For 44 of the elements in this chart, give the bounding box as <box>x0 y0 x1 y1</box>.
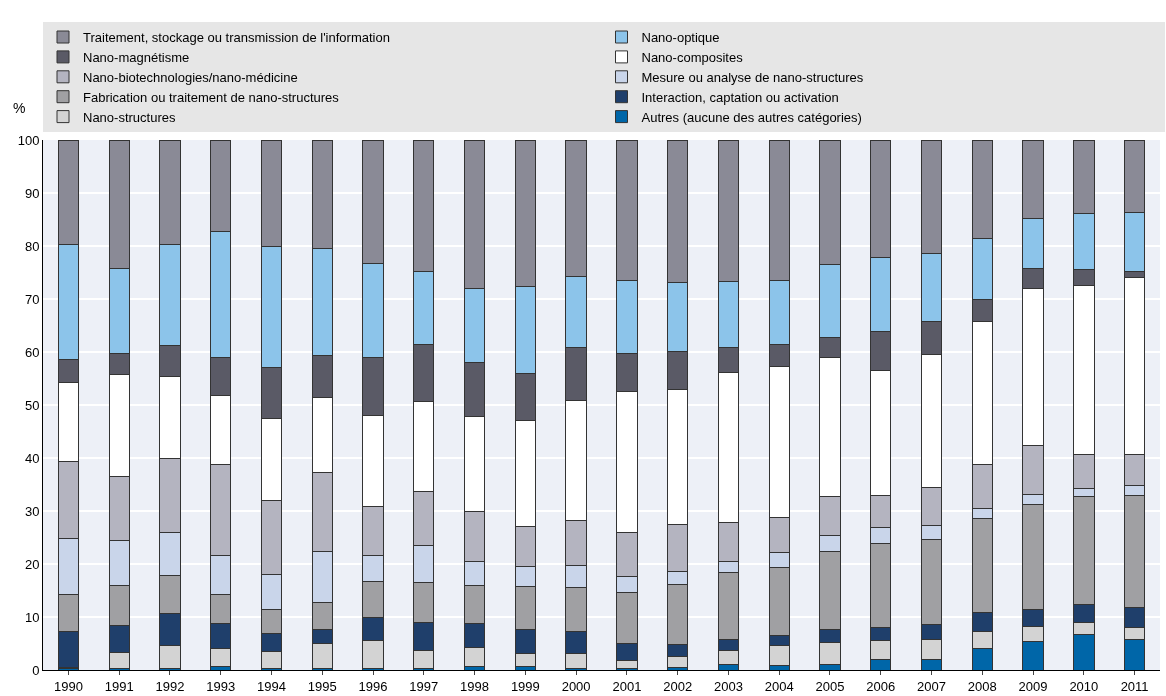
legend-label: Mesure ou analyse de nano-structures <box>641 69 864 85</box>
x-tick-label: 1991 <box>104 678 134 694</box>
x-tick-label: 1999 <box>510 678 540 694</box>
x-tick-label: 2002 <box>663 678 693 694</box>
y-tick-label: 20 <box>24 556 40 572</box>
legend-label: Fabrication ou traitement de nano-structures <box>83 89 340 105</box>
y-tick-label: 30 <box>24 503 40 519</box>
y-tick-label: 80 <box>24 238 40 254</box>
x-tick-label: 2009 <box>1018 678 1048 694</box>
legend-label: Nano-magnétisme <box>83 49 190 65</box>
y-tick-label: 0 <box>32 662 40 678</box>
x-tick-label: 2005 <box>815 678 845 694</box>
x-tick-label: 2011 <box>1120 678 1149 694</box>
legend-label: Interaction, captation ou activation <box>641 89 839 105</box>
x-tick-label: 2003 <box>713 678 743 694</box>
x-tick-label: 2010 <box>1069 678 1099 694</box>
x-tick-label: 1993 <box>206 678 236 694</box>
legend-label: Nano-composites <box>641 49 744 65</box>
x-tick-label: 1992 <box>155 678 185 694</box>
legend-label: Nano-structures <box>83 109 176 125</box>
x-tick-label: 2004 <box>764 678 794 694</box>
x-tick-label: 1995 <box>307 678 337 694</box>
legend-label: Nano-biotechnologies/nano-médicine <box>83 69 298 85</box>
x-tick-label: 2001 <box>612 678 642 694</box>
y-tick-label: 90 <box>24 185 40 201</box>
x-tick-label: 1997 <box>409 678 439 694</box>
x-tick-label: 1996 <box>358 678 388 694</box>
x-tick-label: 2006 <box>866 678 896 694</box>
x-tick-label: 2000 <box>561 678 591 694</box>
y-tick-label: 40 <box>24 450 40 466</box>
x-tick-label: 2008 <box>967 678 997 694</box>
legend-label: Traitement, stockage ou transmission de l'information <box>83 30 390 46</box>
y-tick-label: 50 <box>24 397 40 413</box>
legend-label: Autres (aucune des autres catégories) <box>641 109 862 125</box>
y-axis-title: % <box>13 100 26 116</box>
y-tick-label: 100 <box>17 132 40 148</box>
x-tick-label: 1994 <box>257 678 286 694</box>
y-tick-label: 10 <box>24 609 40 625</box>
x-tick-label: 1998 <box>460 678 490 694</box>
y-tick-label: 60 <box>24 344 40 360</box>
x-tick-label: 2007 <box>917 678 946 694</box>
legend-label: Nano-optique <box>641 30 720 46</box>
y-tick-label: 70 <box>24 291 40 307</box>
x-tick-label: 1990 <box>53 678 83 694</box>
